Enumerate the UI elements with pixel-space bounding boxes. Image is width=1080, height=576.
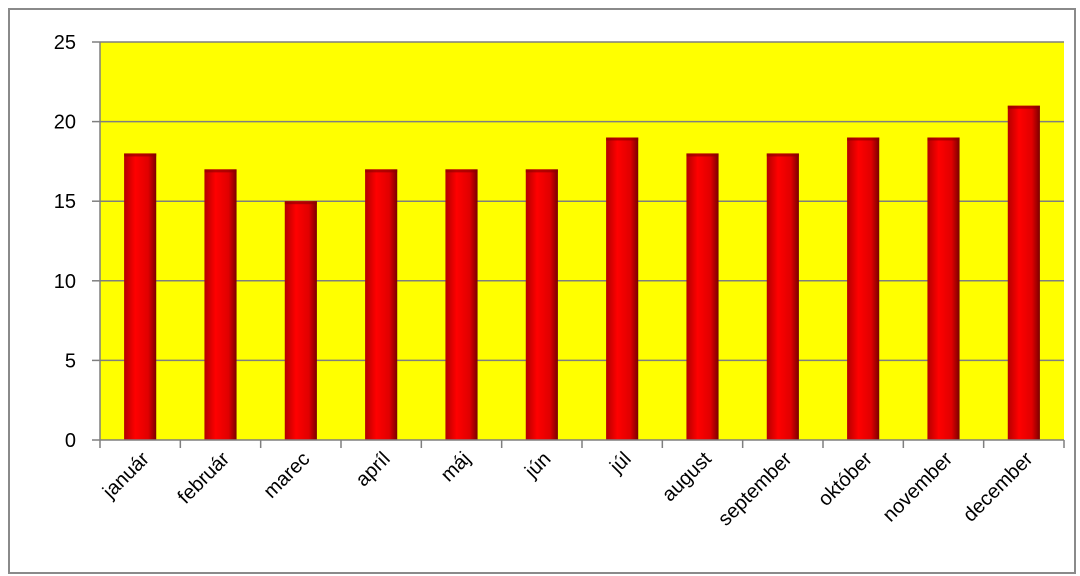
x-tick-label: máj	[437, 448, 475, 486]
bar-top-edge	[1007, 105, 1040, 109]
bar-top-edge	[766, 153, 799, 157]
x-tick-label: jún	[520, 448, 555, 483]
x-tick-label: september	[714, 448, 797, 531]
bar-5	[445, 169, 478, 441]
bar-4	[365, 169, 398, 441]
x-axis-tick-labels: január február marec apríl máj jún júl augustse…	[98, 440, 1065, 531]
bar-top-edge	[204, 169, 237, 173]
bar-9	[766, 153, 799, 440]
bar-2	[204, 169, 237, 441]
y-tick-label: 20	[54, 112, 76, 134]
y-tick-label: 10	[54, 271, 76, 293]
bar-12	[1007, 105, 1040, 441]
bar-top-edge	[927, 137, 960, 141]
bar-chart: 0 5 10 15 20 25 január február marec apríl máj jún…	[54, 32, 1065, 531]
y-axis-tick-labels: 0 5 10 15 20 25	[54, 32, 100, 452]
bar-top-edge	[445, 169, 478, 173]
bars	[124, 105, 1040, 441]
chart-frame: 0 5 10 15 20 25 január február marec apríl máj jún…	[8, 8, 1076, 574]
x-tick-label: február	[174, 448, 235, 509]
x-tick-label: júl	[605, 448, 635, 478]
x-tick-label: október	[814, 448, 877, 511]
y-tick-label: 5	[65, 350, 76, 372]
x-tick-label: marec	[260, 448, 315, 503]
x-tick-label: august	[658, 448, 716, 506]
x-tick-label: december	[959, 448, 1038, 527]
y-tick-label: 15	[54, 191, 76, 213]
y-tick-label: 25	[54, 32, 76, 54]
bar-10	[847, 137, 880, 440]
bar-6	[525, 169, 558, 441]
y-tick-label: 0	[65, 430, 76, 452]
bar-top-edge	[365, 169, 398, 173]
bar-top-edge	[686, 153, 719, 157]
bar-11	[927, 137, 960, 440]
bar-top-edge	[525, 169, 558, 173]
bar-1	[124, 153, 157, 440]
plot-area	[100, 42, 1064, 440]
bar-top-edge	[847, 137, 880, 141]
bar-top-edge	[284, 201, 317, 205]
x-tick-label: november	[879, 448, 958, 527]
bar-7	[606, 137, 639, 440]
gridlines	[100, 41, 1064, 362]
bar-top-edge	[124, 153, 157, 157]
bar-3	[284, 201, 317, 440]
bar-top-edge	[606, 137, 639, 141]
x-tick-label: apríl	[352, 448, 395, 491]
x-tick-label: január	[98, 448, 154, 504]
bar-8	[686, 153, 719, 440]
